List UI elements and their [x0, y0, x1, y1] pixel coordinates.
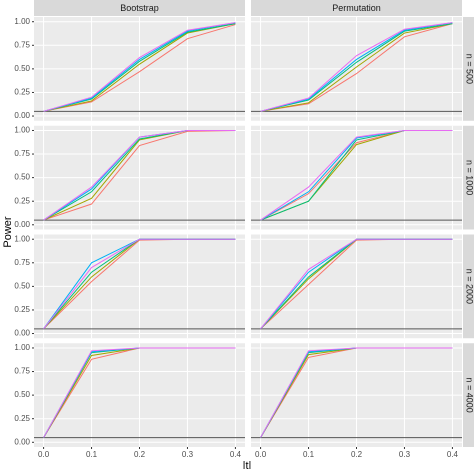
y-tick-label: 0.25	[14, 414, 30, 423]
strip	[463, 343, 474, 447]
x-tick-label: 0.4	[230, 450, 242, 459]
series-line	[260, 23, 453, 112]
y-tick-label: 0.00	[14, 329, 30, 338]
series-line	[260, 238, 453, 330]
column-strip-label: Bootstrap	[120, 3, 159, 13]
x-tick-label: 0.2	[351, 450, 363, 459]
series-line	[43, 129, 236, 221]
y-tick-label: 0.50	[14, 173, 30, 182]
x-tick-label: 0.1	[303, 450, 315, 459]
series-line	[260, 22, 453, 112]
series-line	[43, 238, 236, 330]
y-tick-label: 0.00	[14, 111, 30, 120]
row-strip-label: n = 1000	[465, 160, 474, 195]
row-strip-label: n = 2000	[465, 269, 474, 304]
y-tick-label: 0.50	[14, 281, 30, 290]
y-tick-label: 0.50	[14, 64, 30, 73]
y-tick-label: 0.75	[14, 258, 30, 267]
series-line	[260, 23, 453, 112]
strip	[463, 17, 474, 121]
y-tick-label: 0.25	[14, 305, 30, 314]
y-tick-label: 0.75	[14, 40, 30, 49]
row-strip-label: n = 4000	[465, 377, 474, 412]
series-line	[260, 22, 453, 112]
series-line	[260, 129, 453, 221]
x-tick-label: 0.0	[38, 450, 50, 459]
x-tick-label: 0.3	[182, 450, 194, 459]
strip	[463, 234, 474, 339]
series-line	[43, 23, 236, 112]
y-tick-label: 0.75	[14, 367, 30, 376]
y-tick-label: 0.25	[14, 88, 30, 97]
series-line	[260, 347, 453, 438]
series-line	[43, 24, 236, 112]
series-line	[43, 347, 236, 438]
x-tick-label: 0.3	[399, 450, 411, 459]
x-axis-title: |t|	[243, 460, 252, 469]
row-strip-label: n = 500	[465, 54, 474, 84]
series-line	[260, 23, 453, 112]
series-line	[43, 22, 236, 112]
series-line	[43, 129, 236, 221]
y-tick-label: 0.50	[14, 390, 30, 399]
x-tick-label: 0.0	[255, 450, 267, 459]
x-tick-label: 0.2	[134, 450, 146, 459]
x-tick-label: 0.1	[86, 450, 98, 459]
y-tick-label: 1.00	[14, 343, 30, 352]
strip	[463, 125, 474, 230]
y-tick-label: 1.00	[14, 17, 30, 26]
y-tick-label: 0.75	[14, 149, 30, 158]
series-line	[43, 22, 236, 112]
y-tick-label: 0.00	[14, 437, 30, 446]
y-tick-label: 0.00	[14, 220, 30, 229]
y-axis-title: Power	[2, 216, 14, 248]
y-tick-label: 0.25	[14, 196, 30, 205]
x-tick-label: 0.4	[447, 450, 459, 459]
column-strip-label: Permutation	[332, 3, 381, 13]
y-tick-label: 1.00	[14, 234, 30, 243]
y-tick-label: 1.00	[14, 126, 30, 135]
strip	[251, 0, 462, 16]
strip	[34, 0, 245, 16]
series-line	[43, 23, 236, 112]
